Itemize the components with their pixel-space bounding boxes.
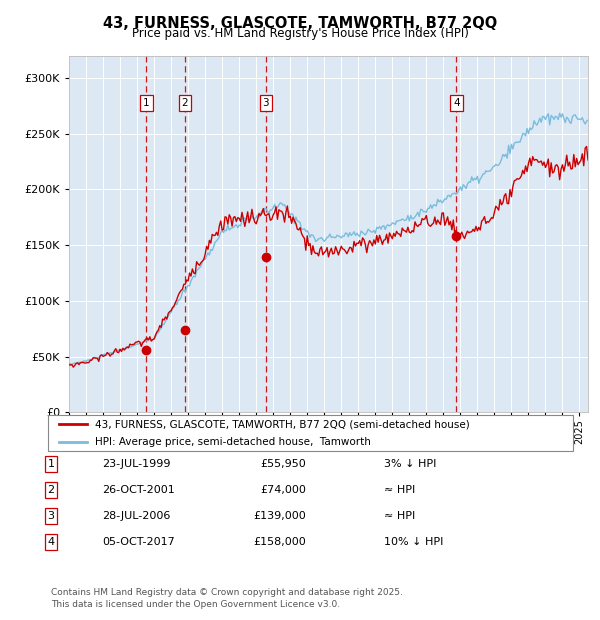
Text: 4: 4 [47,537,55,547]
Text: 4: 4 [453,97,460,108]
Text: 05-OCT-2017: 05-OCT-2017 [102,537,175,547]
Text: 3: 3 [47,511,55,521]
FancyBboxPatch shape [48,415,573,451]
Text: 43, FURNESS, GLASCOTE, TAMWORTH, B77 2QQ (semi-detached house): 43, FURNESS, GLASCOTE, TAMWORTH, B77 2QQ… [95,419,470,430]
Text: 2: 2 [47,485,55,495]
Text: 23-JUL-1999: 23-JUL-1999 [102,459,170,469]
Text: £74,000: £74,000 [260,485,306,495]
Text: £158,000: £158,000 [253,537,306,547]
Text: 3: 3 [263,97,269,108]
Text: Contains HM Land Registry data © Crown copyright and database right 2025.
This d: Contains HM Land Registry data © Crown c… [51,588,403,609]
Text: ≈ HPI: ≈ HPI [384,485,415,495]
Text: 1: 1 [143,97,150,108]
Text: 10% ↓ HPI: 10% ↓ HPI [384,537,443,547]
Text: 26-OCT-2001: 26-OCT-2001 [102,485,175,495]
Text: HPI: Average price, semi-detached house,  Tamworth: HPI: Average price, semi-detached house,… [95,437,371,448]
Text: 28-JUL-2006: 28-JUL-2006 [102,511,170,521]
Text: Price paid vs. HM Land Registry's House Price Index (HPI): Price paid vs. HM Land Registry's House … [131,27,469,40]
Text: 3% ↓ HPI: 3% ↓ HPI [384,459,436,469]
Text: 1: 1 [47,459,55,469]
Text: ≈ HPI: ≈ HPI [384,511,415,521]
Text: 2: 2 [182,97,188,108]
Text: £139,000: £139,000 [253,511,306,521]
Text: 43, FURNESS, GLASCOTE, TAMWORTH, B77 2QQ: 43, FURNESS, GLASCOTE, TAMWORTH, B77 2QQ [103,16,497,31]
Text: £55,950: £55,950 [260,459,306,469]
